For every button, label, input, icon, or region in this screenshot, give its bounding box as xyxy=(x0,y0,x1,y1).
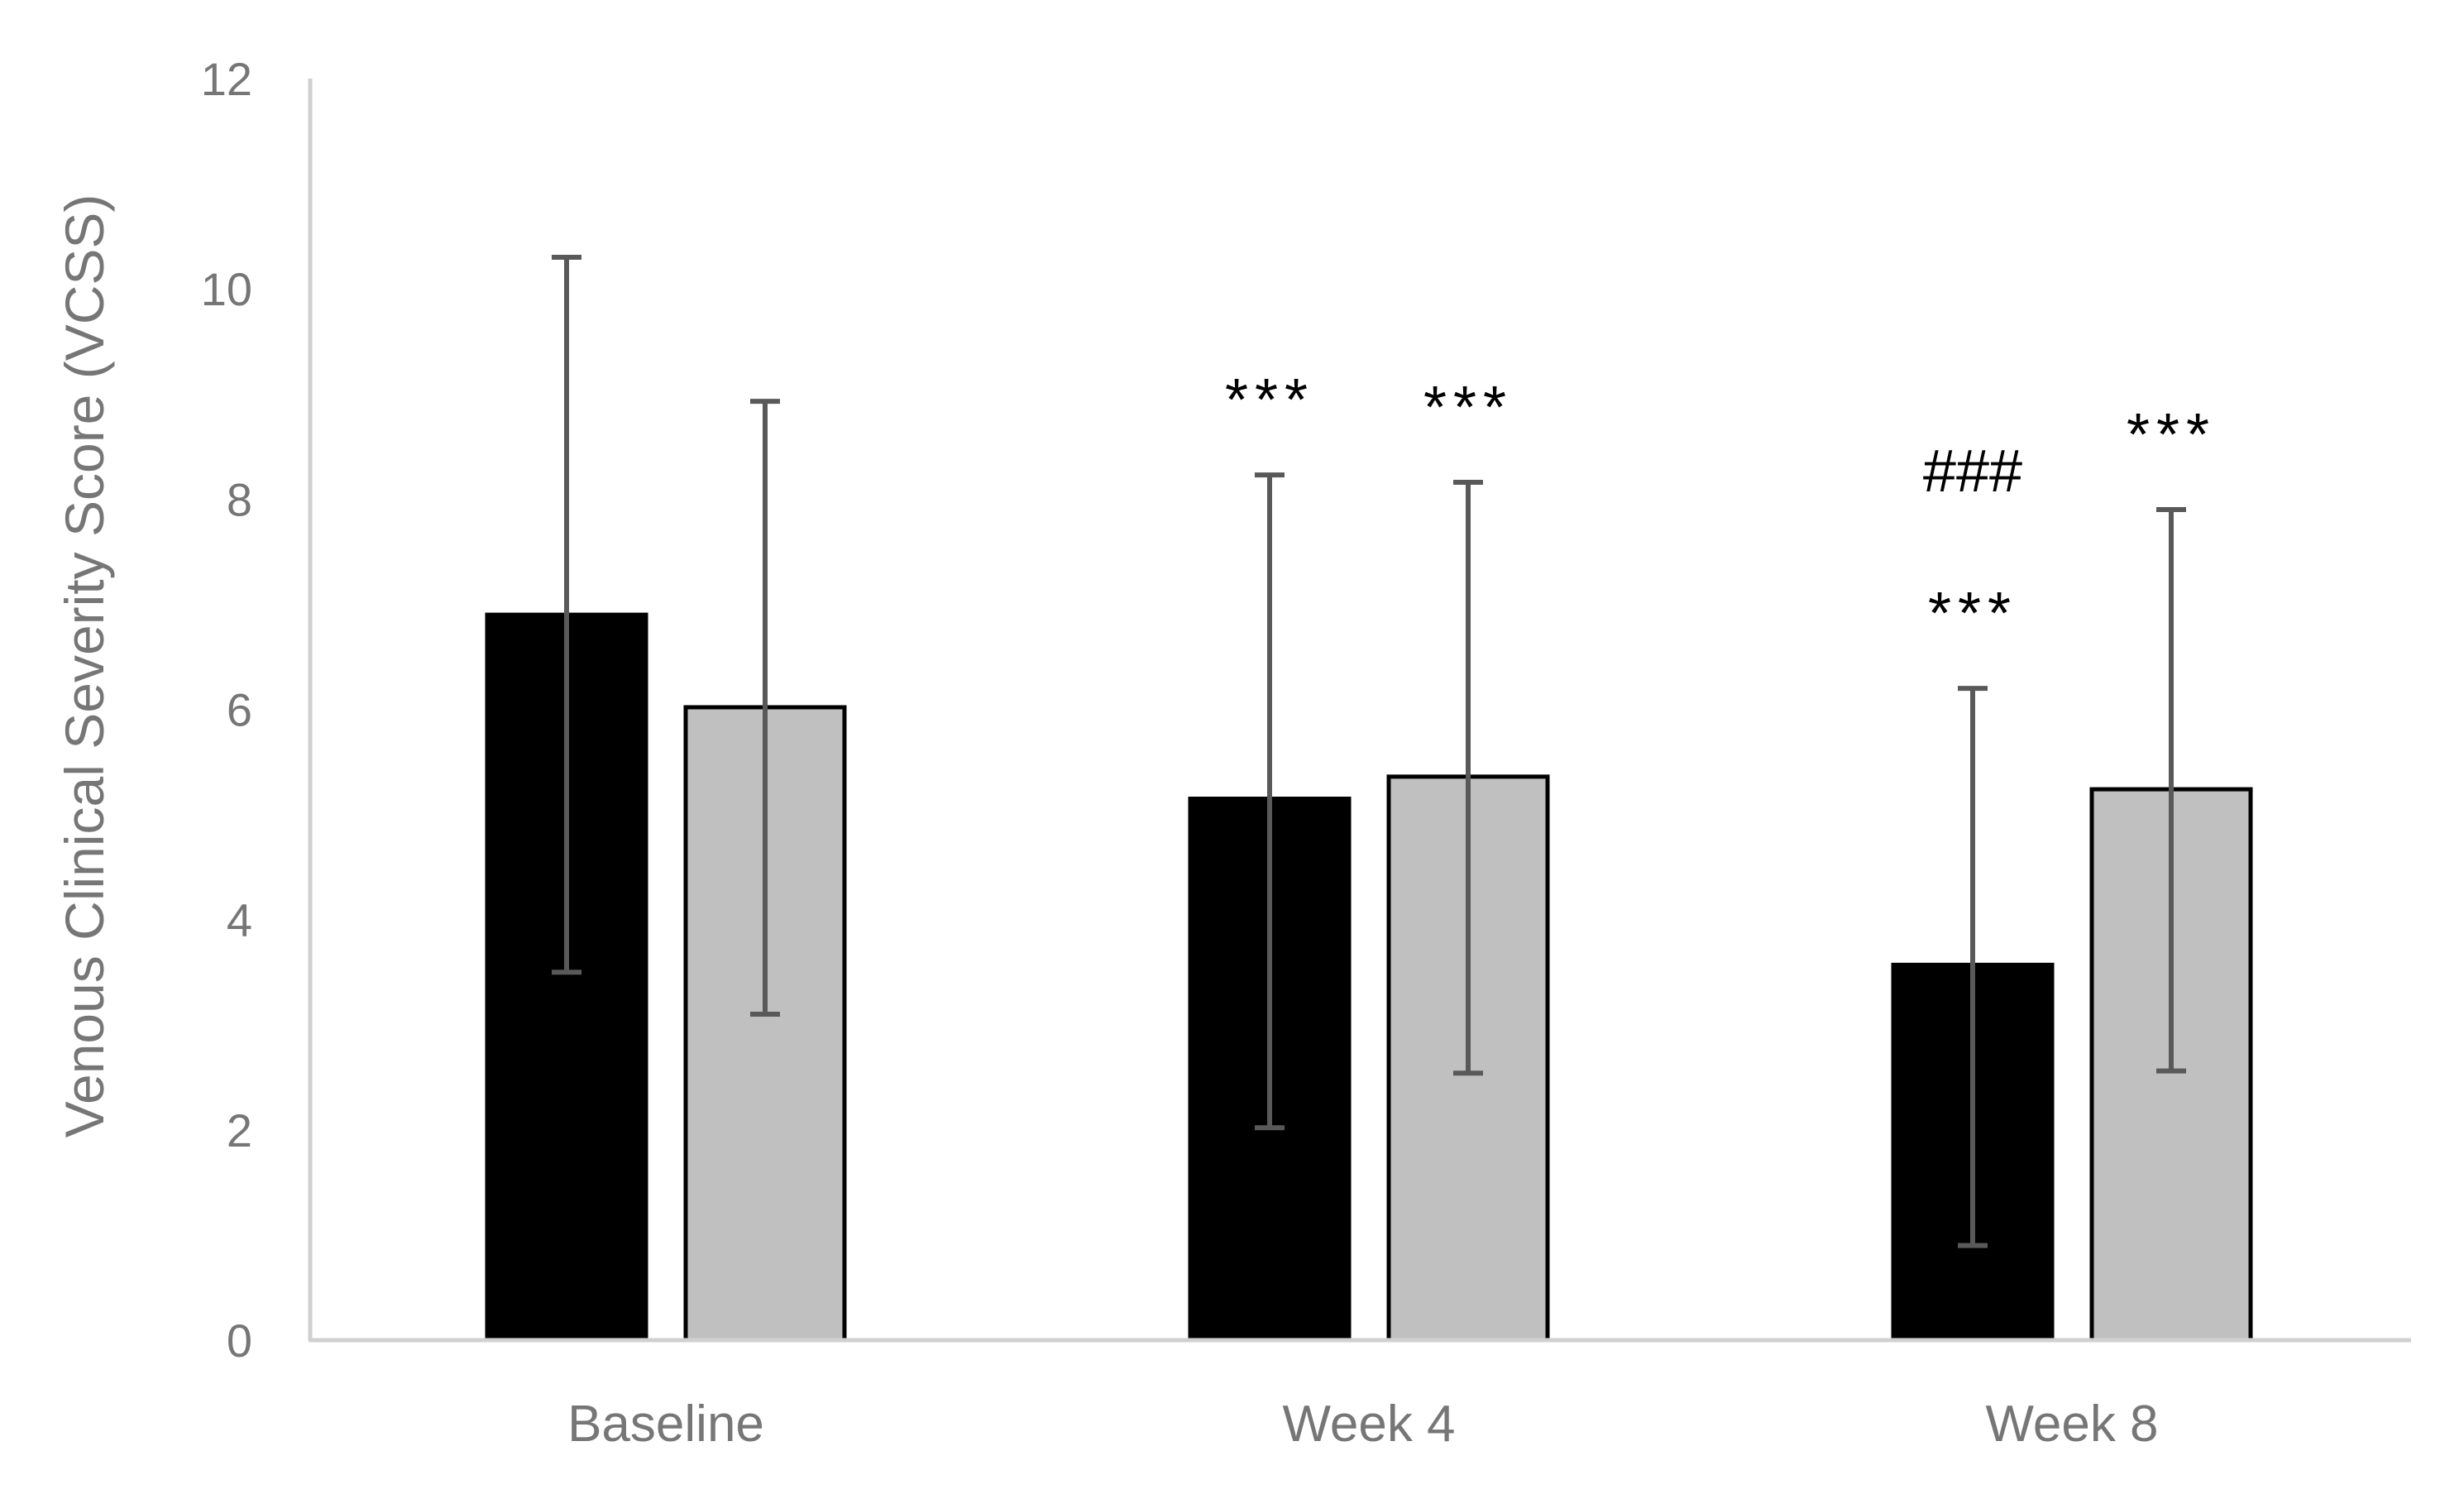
y-tick-label: 4 xyxy=(227,894,252,946)
y-tick-label: 12 xyxy=(201,53,252,105)
annotations: *** *** *** ### *** xyxy=(1225,367,2216,647)
significance-star-annotation: *** xyxy=(2127,402,2216,468)
error-bar xyxy=(552,255,581,975)
error-bar xyxy=(750,399,780,1018)
error-bar xyxy=(1255,472,1285,1131)
error-bar xyxy=(2156,507,2186,1074)
significance-star-annotation: *** xyxy=(1928,581,2017,647)
x-category-label: Week 8 xyxy=(1985,1396,2158,1453)
significance-hash-annotation: ### xyxy=(1923,438,2022,505)
y-tick-label: 2 xyxy=(227,1104,252,1156)
x-category-label: Baseline xyxy=(567,1396,764,1453)
error-bar xyxy=(1958,686,1988,1248)
significance-star-annotation: *** xyxy=(1225,367,1314,433)
y-axis-title: Venous Clinical Severity Score (VCSS) xyxy=(54,194,115,1138)
y-tick-label: 6 xyxy=(227,684,252,736)
x-category-label: Week 4 xyxy=(1282,1396,1455,1453)
error-bar xyxy=(1453,480,1483,1076)
y-tick-label: 0 xyxy=(227,1314,252,1367)
y-tick-label: 8 xyxy=(227,473,252,525)
significance-star-annotation: *** xyxy=(1423,375,1513,441)
bars xyxy=(485,612,2253,1343)
y-axis-ticks: 0 2 4 6 8 10 12 xyxy=(201,53,252,1367)
y-tick-label: 10 xyxy=(201,263,252,315)
x-axis-labels: Baseline Week 4 Week 8 xyxy=(567,1396,2158,1453)
error-bars xyxy=(552,255,2186,1248)
